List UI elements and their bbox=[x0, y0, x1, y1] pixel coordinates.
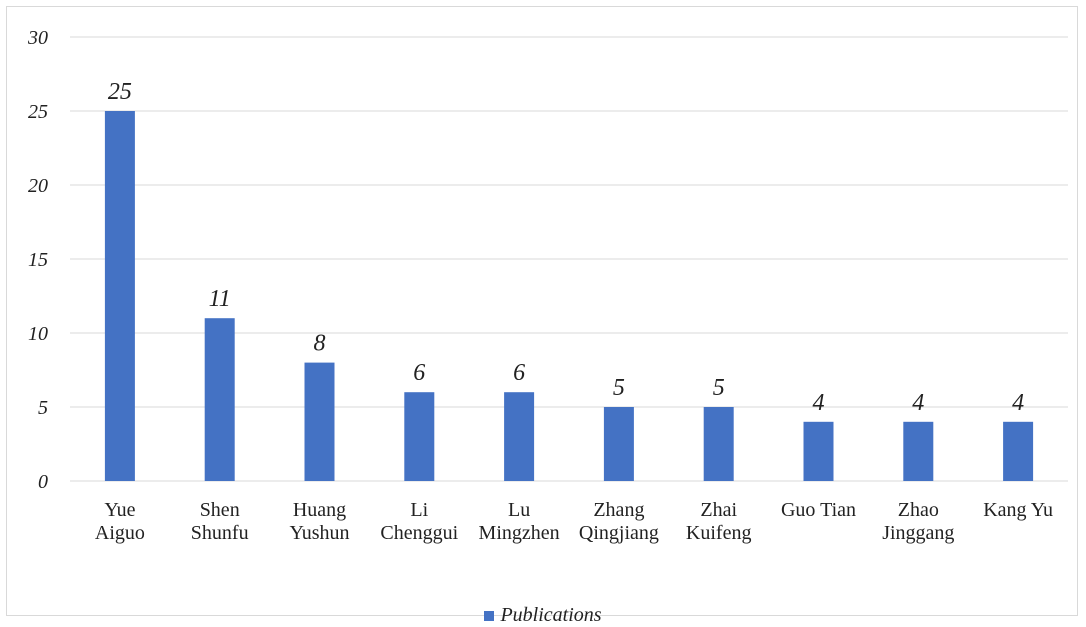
data-label: 25 bbox=[108, 79, 132, 105]
bar bbox=[603, 407, 634, 481]
x-tick-label: Shen Shunfu bbox=[191, 499, 249, 544]
data-label: 4 bbox=[813, 390, 825, 416]
legend-swatch bbox=[484, 611, 495, 622]
bar bbox=[903, 421, 934, 481]
y-tick-label: 10 bbox=[28, 323, 48, 345]
y-tick-label: 20 bbox=[28, 175, 48, 197]
x-tick-label: Yue Aiguo bbox=[95, 499, 145, 544]
y-tick-label: 30 bbox=[27, 27, 48, 49]
y-tick-label: 15 bbox=[28, 249, 48, 271]
x-axis-categories: Yue Aiguo Shen Shunfu Huang Yushun Li Chenggui L… bbox=[95, 499, 1053, 544]
data-label: 8 bbox=[314, 331, 326, 357]
data-label: 5 bbox=[613, 375, 625, 401]
data-labels: 25 11 8 6 6 5 5 4 4 4 bbox=[108, 79, 1024, 416]
bars bbox=[104, 111, 1034, 481]
y-tick-label: 5 bbox=[38, 397, 48, 419]
data-label: 4 bbox=[912, 390, 924, 416]
bar bbox=[504, 392, 535, 481]
bar bbox=[304, 362, 335, 481]
bar bbox=[803, 421, 834, 481]
x-tick-label: Zhao Jinggang bbox=[882, 499, 954, 544]
y-tick-label: 0 bbox=[38, 471, 48, 493]
bar bbox=[204, 318, 235, 481]
chart-frame bbox=[6, 6, 1078, 616]
data-label: 4 bbox=[1012, 390, 1024, 416]
x-tick-label: Zhai Kuifeng bbox=[686, 499, 752, 544]
bar bbox=[104, 111, 135, 481]
x-tick-label: Lu Mingzhen bbox=[479, 499, 560, 544]
x-tick-label: Zhang Qingjiang bbox=[579, 499, 659, 544]
gridlines bbox=[70, 36, 1068, 482]
x-tick-label: Guo Tian bbox=[781, 499, 856, 521]
data-label: 6 bbox=[513, 360, 525, 386]
legend-label: Publications bbox=[500, 604, 602, 626]
y-axis-ticks: 0 5 10 15 20 25 30 bbox=[27, 27, 48, 493]
x-tick-label: Kang Yu bbox=[983, 499, 1053, 521]
data-label: 5 bbox=[713, 375, 725, 401]
x-tick-label: Li Chenggui bbox=[380, 499, 458, 544]
bar bbox=[404, 392, 435, 481]
x-tick-label: Huang Yushun bbox=[289, 499, 349, 544]
legend: Publications bbox=[0, 604, 1086, 627]
data-label: 11 bbox=[209, 286, 231, 312]
bar bbox=[1003, 421, 1034, 481]
data-label: 6 bbox=[413, 360, 425, 386]
y-tick-label: 25 bbox=[28, 101, 48, 123]
bar bbox=[703, 407, 734, 481]
